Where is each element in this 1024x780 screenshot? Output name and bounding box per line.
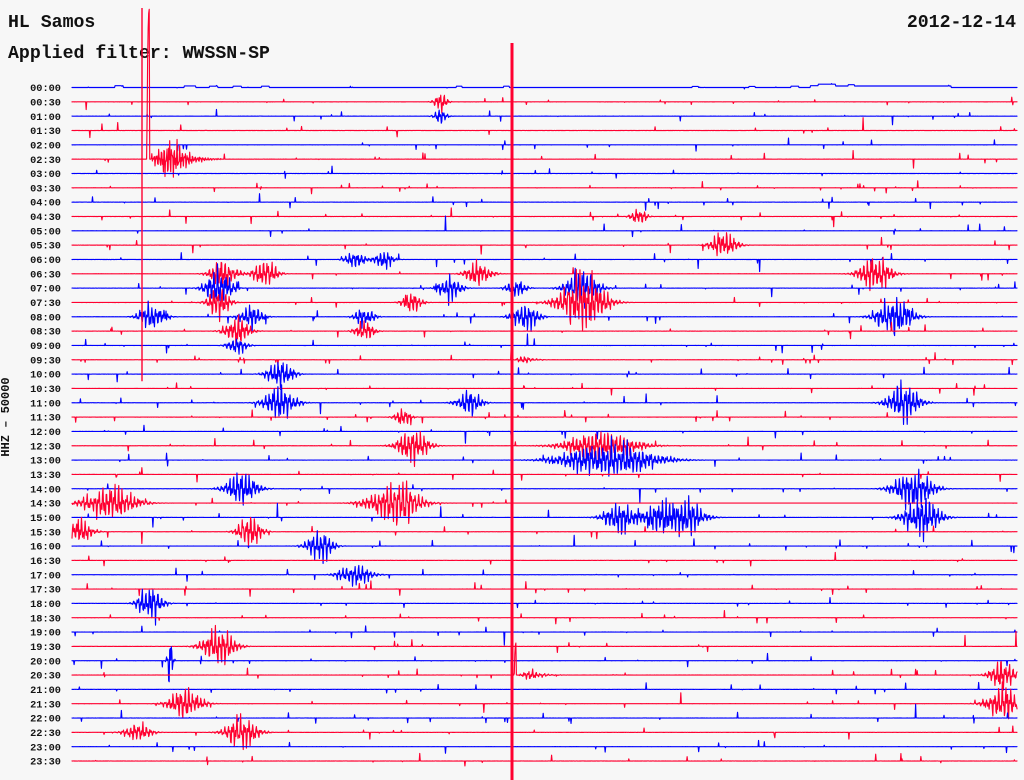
svg-text:02:00: 02:00 bbox=[30, 140, 61, 152]
svg-text:21:30: 21:30 bbox=[30, 699, 61, 711]
svg-text:19:00: 19:00 bbox=[30, 628, 61, 640]
svg-text:02:30: 02:30 bbox=[30, 155, 61, 167]
svg-text:16:30: 16:30 bbox=[30, 556, 61, 568]
svg-text:17:30: 17:30 bbox=[30, 585, 61, 597]
svg-text:14:30: 14:30 bbox=[30, 499, 61, 511]
svg-text:11:00: 11:00 bbox=[30, 398, 61, 410]
svg-text:09:00: 09:00 bbox=[30, 341, 61, 353]
svg-text:07:30: 07:30 bbox=[30, 298, 61, 310]
svg-text:03:30: 03:30 bbox=[30, 183, 61, 195]
svg-text:17:00: 17:00 bbox=[30, 570, 61, 582]
svg-text:18:30: 18:30 bbox=[30, 613, 61, 625]
svg-text:06:00: 06:00 bbox=[30, 255, 61, 267]
svg-text:19:30: 19:30 bbox=[30, 642, 61, 654]
svg-text:15:30: 15:30 bbox=[30, 527, 61, 539]
svg-text:08:30: 08:30 bbox=[30, 327, 61, 339]
svg-text:18:00: 18:00 bbox=[30, 599, 61, 611]
svg-text:01:00: 01:00 bbox=[30, 112, 61, 124]
svg-text:10:00: 10:00 bbox=[30, 370, 61, 382]
svg-text:13:30: 13:30 bbox=[30, 470, 61, 482]
svg-text:08:00: 08:00 bbox=[30, 312, 61, 324]
svg-text:05:00: 05:00 bbox=[30, 226, 61, 238]
svg-text:16:00: 16:00 bbox=[30, 542, 61, 554]
svg-text:14:00: 14:00 bbox=[30, 484, 61, 496]
svg-text:07:00: 07:00 bbox=[30, 284, 61, 296]
svg-text:06:30: 06:30 bbox=[30, 269, 61, 281]
svg-text:20:30: 20:30 bbox=[30, 671, 61, 683]
svg-text:03:00: 03:00 bbox=[30, 169, 61, 181]
svg-text:04:30: 04:30 bbox=[30, 212, 61, 224]
svg-text:04:00: 04:00 bbox=[30, 198, 61, 210]
svg-text:00:30: 00:30 bbox=[30, 97, 61, 109]
svg-text:15:00: 15:00 bbox=[30, 513, 61, 525]
svg-text:12:00: 12:00 bbox=[30, 427, 61, 439]
svg-text:10:30: 10:30 bbox=[30, 384, 61, 396]
svg-text:23:00: 23:00 bbox=[30, 742, 61, 754]
svg-text:22:30: 22:30 bbox=[30, 728, 61, 740]
svg-text:00:00: 00:00 bbox=[30, 83, 61, 95]
svg-text:23:30: 23:30 bbox=[30, 757, 61, 769]
svg-text:21:00: 21:00 bbox=[30, 685, 61, 697]
svg-text:13:00: 13:00 bbox=[30, 456, 61, 468]
svg-text:20:00: 20:00 bbox=[30, 656, 61, 668]
svg-text:05:30: 05:30 bbox=[30, 241, 61, 253]
svg-text:09:30: 09:30 bbox=[30, 355, 61, 367]
svg-text:11:30: 11:30 bbox=[30, 413, 61, 425]
svg-text:12:30: 12:30 bbox=[30, 441, 61, 453]
svg-text:22:00: 22:00 bbox=[30, 714, 61, 726]
svg-text:01:30: 01:30 bbox=[30, 126, 61, 138]
